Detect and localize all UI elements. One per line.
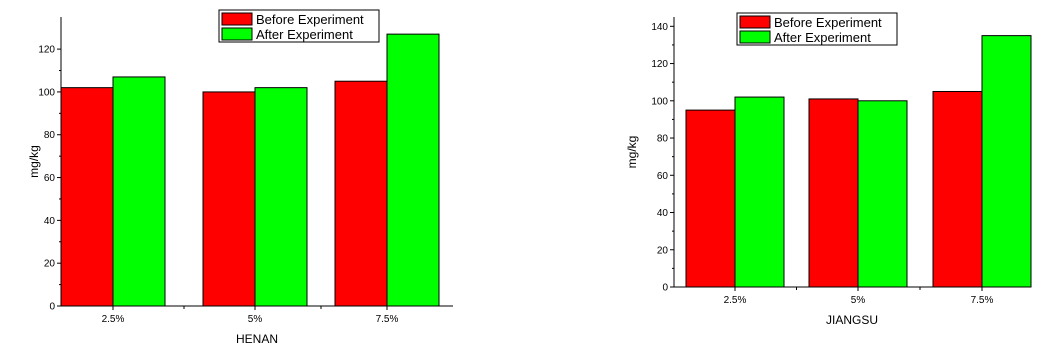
x-tick-label: 2.5% [724,295,747,306]
legend-label-before: Before Experiment [774,15,882,30]
legend-swatch-before [739,15,771,29]
y-tick-label: 40 [657,208,669,219]
y-tick-label: 20 [44,259,56,270]
y-tick-label: 60 [44,173,56,184]
y-tick-label: 0 [662,283,668,294]
bar-before-2.5% [60,87,114,307]
y-tick-label: 140 [651,22,668,33]
x-tick-label: 5% [248,314,263,325]
y-tick-label: 120 [38,45,55,56]
legend-label-after: After Experiment [774,30,871,45]
legend-swatch-after [739,30,771,44]
bar-after-5% [254,87,308,307]
bar-after-7.5% [981,35,1032,288]
y-axis-title: mg/kg [27,145,41,178]
y-tick-label: 80 [657,134,669,145]
bar-before-2.5% [685,109,736,288]
x-tick-label: 7.5% [376,314,399,325]
bar-after-7.5% [386,33,440,307]
bar-after-5% [857,100,908,288]
legend-swatch-after [221,27,253,41]
y-tick-label: 20 [657,245,669,256]
x-tick-label: 5% [851,295,866,306]
legend-label-before: Before Experiment [256,12,364,27]
y-tick-label: 120 [651,59,668,70]
bar-before-7.5% [334,80,388,307]
bar-before-5% [808,98,859,288]
bar-after-2.5% [112,76,166,307]
y-tick-label: 100 [651,96,668,107]
bar-before-7.5% [932,90,983,288]
y-tick-label: 0 [49,302,55,313]
x-axis-title: HENAN [236,332,278,346]
bar-before-5% [202,91,256,307]
legend-label-after: After Experiment [256,27,353,42]
x-tick-label: 2.5% [102,314,125,325]
y-tick-label: 100 [38,87,55,98]
legend-swatch-before [221,12,253,26]
y-tick-label: 80 [44,130,56,141]
y-tick-label: 40 [44,216,56,227]
bar-after-2.5% [734,96,785,288]
y-axis-title: mg/kg [625,136,639,169]
x-axis-title: JIANGSU [826,313,878,327]
x-tick-label: 7.5% [971,295,994,306]
y-tick-label: 60 [657,171,669,182]
